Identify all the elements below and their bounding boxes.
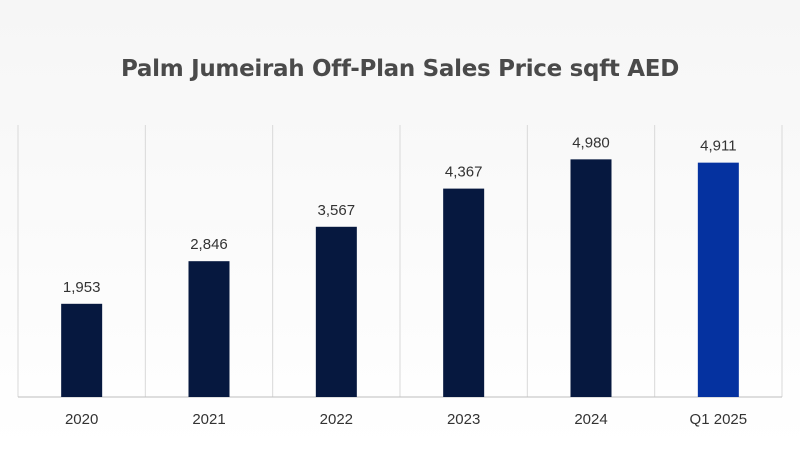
bar-2022 (315, 226, 357, 397)
bar-2024 (570, 159, 612, 397)
bar-2023 (443, 188, 485, 397)
x-tick-label: 2024 (574, 411, 607, 428)
data-label: 2,846 (190, 236, 228, 253)
x-tick-label: 2023 (447, 411, 480, 428)
data-label: 1,953 (63, 279, 101, 296)
x-tick-label: 2021 (192, 411, 225, 428)
data-label: 4,911 (700, 138, 736, 155)
x-tick-label: 2022 (320, 411, 353, 428)
data-label: 3,567 (318, 202, 356, 219)
bar-2021 (188, 261, 230, 397)
bar-q1-2025 (697, 162, 739, 397)
bar-2020 (61, 303, 103, 397)
data-label: 4,980 (572, 134, 610, 151)
chart-title: Palm Jumeirah Off-Plan Sales Price sqft … (120, 56, 680, 82)
x-tick-label: Q1 2025 (690, 411, 748, 428)
data-label: 4,367 (445, 164, 483, 181)
x-tick-label: 2020 (65, 411, 98, 428)
